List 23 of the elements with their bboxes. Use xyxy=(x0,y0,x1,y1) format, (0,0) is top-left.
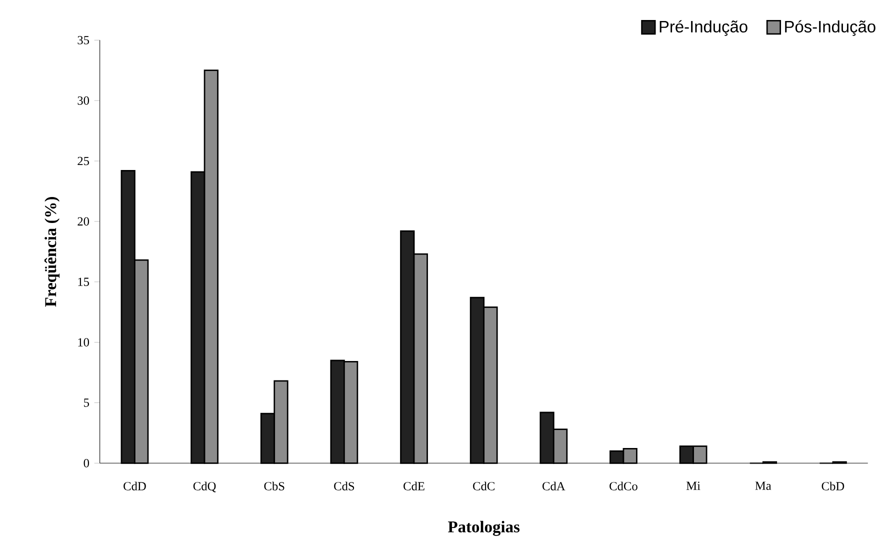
x-tick-label: CdD xyxy=(124,482,146,490)
y-tick-label: 15 xyxy=(78,278,90,286)
legend-label: Pós-Indução xyxy=(785,20,876,36)
y-tick-label: 30 xyxy=(78,96,90,105)
x-tick-label: CbS xyxy=(264,482,284,490)
x-tick-label: CdCo xyxy=(610,482,638,490)
x-tick-label: Ma xyxy=(755,482,772,490)
x-tick-label: CdE xyxy=(404,482,424,490)
y-tick-label: 5 xyxy=(84,398,90,407)
y-tick-label: 0 xyxy=(84,458,90,468)
x-axis-title: Patologias xyxy=(448,520,520,536)
x-tick-label: CbD xyxy=(822,482,844,490)
y-tick-label: 25 xyxy=(78,156,90,165)
y-tick-label: 20 xyxy=(78,217,90,226)
y-tick-label: 35 xyxy=(78,36,90,44)
x-tick-label: CdS xyxy=(334,482,354,490)
legend-label: Pré-Indução xyxy=(660,20,748,36)
x-tick-label: CdC xyxy=(473,482,494,490)
y-axis-title: Freqüência (%) xyxy=(44,196,60,307)
x-tick-label: Mi xyxy=(686,482,700,490)
x-tick-label: CdQ xyxy=(193,482,216,492)
x-tick-label: CdA xyxy=(542,482,566,490)
y-tick-label: 10 xyxy=(78,338,90,346)
